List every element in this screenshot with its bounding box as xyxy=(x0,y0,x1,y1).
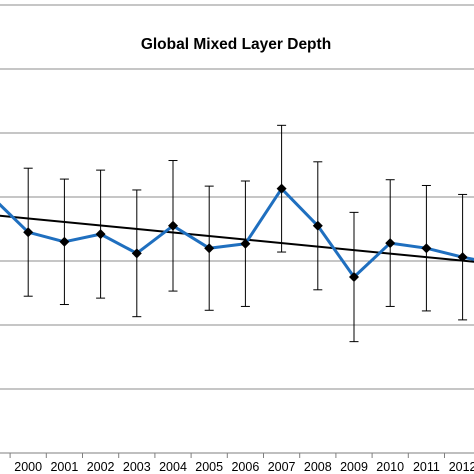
data-point xyxy=(276,183,287,194)
data-point xyxy=(131,248,142,259)
data-point xyxy=(59,236,70,247)
x-tick-label: 2005 xyxy=(195,460,223,474)
gridlines xyxy=(0,4,474,390)
chart-title: Global Mixed Layer Depth xyxy=(141,36,331,53)
x-tick-labels: 9200020012002200320042005200620072008200… xyxy=(14,460,474,474)
x-tick-label: 2003 xyxy=(123,460,151,474)
data-point xyxy=(23,227,34,238)
x-tick-label: 2010 xyxy=(376,460,404,474)
x-tick-label: 2012 xyxy=(449,460,474,474)
x-tick-label: 2007 xyxy=(268,460,296,474)
x-tick-label: 2009 xyxy=(340,460,368,474)
axes xyxy=(0,452,474,458)
x-tick-label: 2006 xyxy=(231,460,259,474)
data-point xyxy=(385,238,396,249)
x-tick-label: 2001 xyxy=(50,460,78,474)
x-tick-label: 2011 xyxy=(413,460,440,474)
data-point xyxy=(168,220,178,231)
x-tick-label: 2000 xyxy=(14,460,42,474)
data-point xyxy=(312,220,323,231)
data-point xyxy=(95,229,106,240)
x-tick-label: 2004 xyxy=(159,460,187,474)
x-tick-label: 2008 xyxy=(304,460,332,474)
data-markers xyxy=(23,183,468,282)
data-point xyxy=(349,272,359,282)
data-point xyxy=(204,243,215,254)
x-tick-label: 2002 xyxy=(87,460,115,474)
data-point xyxy=(240,238,251,249)
data-point xyxy=(457,252,468,263)
data-point xyxy=(421,243,432,254)
